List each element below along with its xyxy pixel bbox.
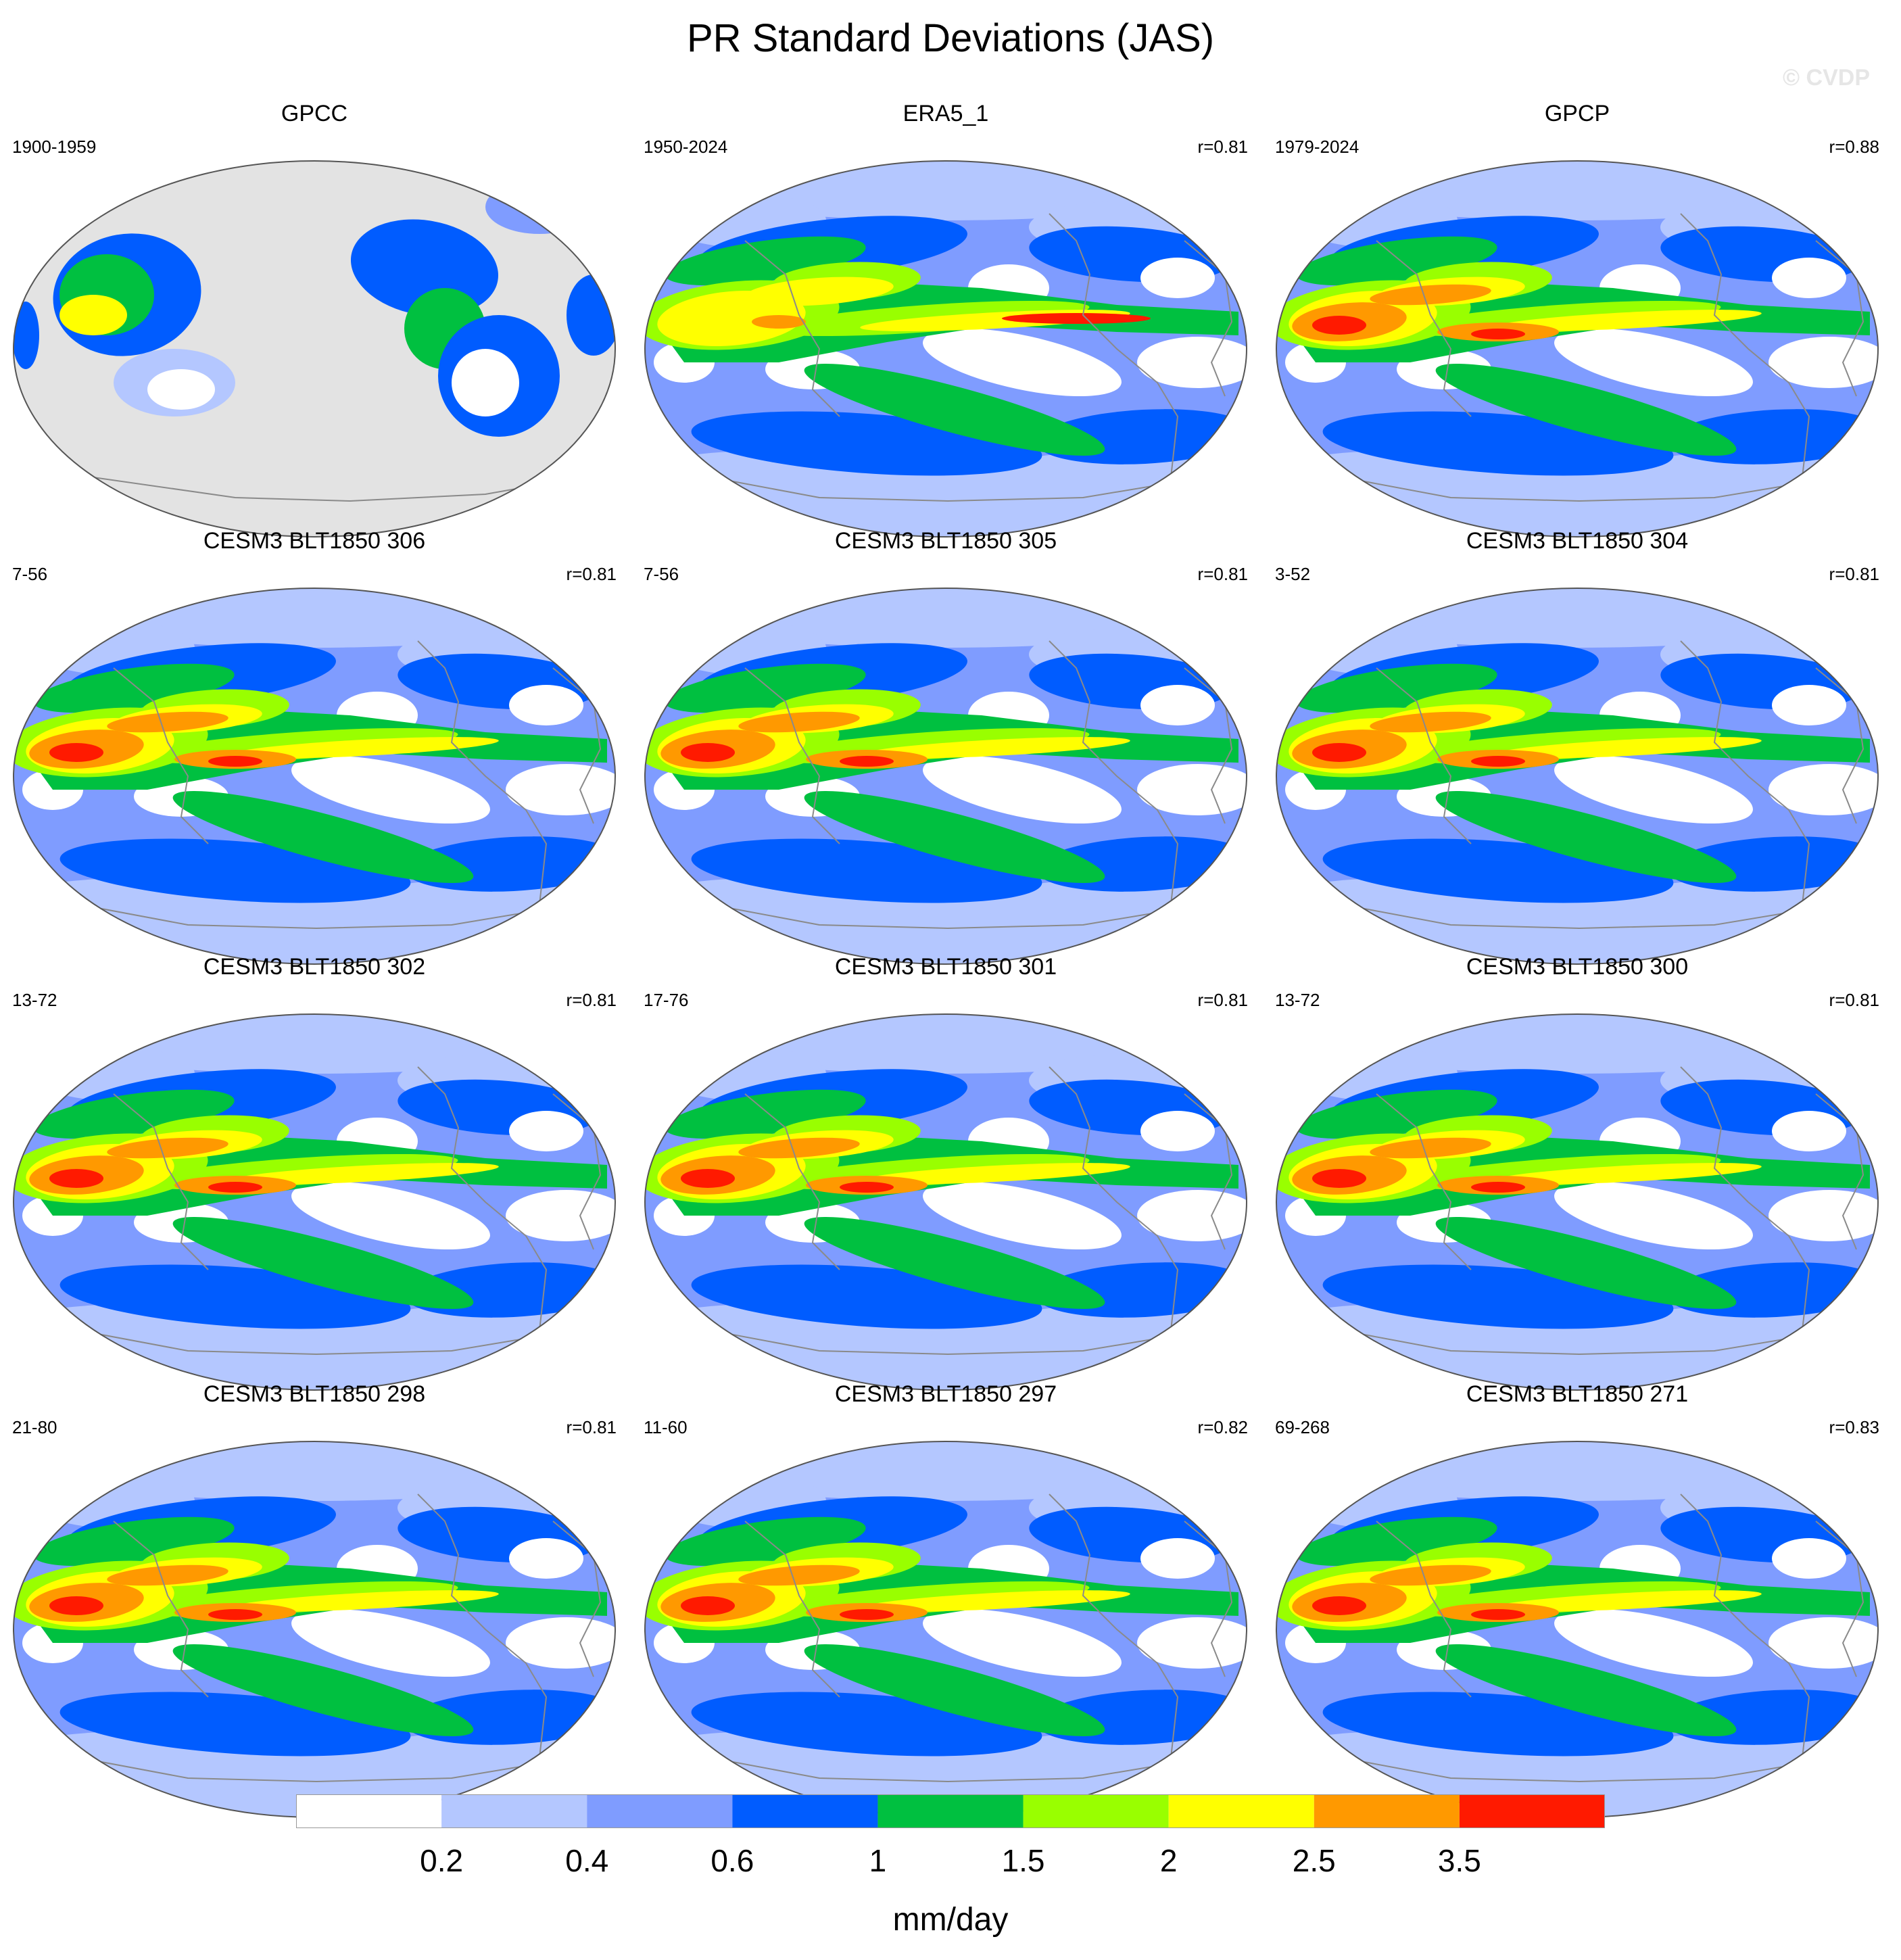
world-map (13, 1013, 616, 1391)
map-panel: CESM3 BLT1850 302 13-72 r=0.81 (0, 953, 629, 1391)
world-map (13, 160, 616, 537)
panel-correlation: r=0.81 (1197, 137, 1248, 157)
colorbar-tick-label: 0.6 (711, 1843, 754, 1878)
panel-correlation: r=0.81 (1829, 564, 1879, 584)
panel-title: GPCC (281, 101, 348, 126)
map-panel: CESM3 BLT1850 306 7-56 r=0.81 (0, 527, 629, 965)
panel-title: CESM3 BLT1850 271 (1466, 1381, 1689, 1407)
map-panel: CESM3 BLT1850 301 17-76 r=0.81 (631, 953, 1260, 1391)
map-panel: CESM3 BLT1850 300 13-72 r=0.81 (1263, 953, 1892, 1391)
figure-title: PR Standard Deviations (JAS) (686, 16, 1215, 60)
panel-correlation: r=0.81 (566, 990, 617, 1010)
colorbar-swatch (1023, 1794, 1169, 1828)
panel-years: 21-80 (12, 1417, 57, 1437)
panel-correlation: r=0.81 (1197, 564, 1248, 584)
colorbar-swatch (877, 1794, 1024, 1828)
panel-title: CESM3 BLT1850 300 (1466, 954, 1689, 980)
panel-years: 7-56 (644, 564, 679, 584)
panel-years: 11-60 (644, 1417, 688, 1437)
panel-correlation: r=0.88 (1829, 137, 1879, 157)
panel-years: 69-268 (1275, 1417, 1330, 1437)
panel-title: CESM3 BLT1850 297 (834, 1381, 1057, 1407)
world-map (644, 588, 1247, 965)
panel-years: 1979-2024 (1275, 137, 1359, 157)
panel-title: CESM3 BLT1850 298 (203, 1381, 426, 1407)
colorbar-swatch (441, 1794, 587, 1828)
colorbar-tick-label: 0.2 (420, 1843, 464, 1878)
panel-correlation: r=0.83 (1829, 1417, 1879, 1437)
panel-years: 3-52 (1275, 564, 1311, 584)
panel-correlation: r=0.81 (1197, 990, 1248, 1010)
panel-years: 13-72 (1275, 990, 1320, 1010)
world-map (644, 1441, 1247, 1818)
colorbar-swatch (1314, 1794, 1460, 1828)
cvdp-watermark: © CVDP (1783, 65, 1870, 91)
world-map (644, 160, 1247, 537)
map-panel: CESM3 BLT1850 297 11-60 r=0.82 (631, 1381, 1260, 1818)
panel-years: 1950-2024 (644, 137, 728, 157)
panel-correlation: r=0.81 (1829, 990, 1879, 1010)
panel-years: 13-72 (12, 990, 57, 1010)
panel-title: CESM3 BLT1850 305 (834, 528, 1057, 554)
colorbar-tick-label: 2 (1159, 1843, 1178, 1878)
colorbar-swatch (296, 1794, 442, 1828)
panel-title: CESM3 BLT1850 306 (203, 528, 426, 554)
colorbar-tick-label: 0.4 (565, 1843, 609, 1878)
map-panel: CESM3 BLT1850 305 7-56 r=0.81 (631, 527, 1260, 965)
panel-years: 7-56 (12, 564, 48, 584)
world-map (1276, 1013, 1879, 1391)
panel-years: 1900-1959 (12, 137, 97, 157)
world-map (644, 1013, 1247, 1391)
panel-title: CESM3 BLT1850 304 (1466, 528, 1689, 554)
colorbar-tick-label: 3.5 (1437, 1843, 1481, 1878)
map-panel: CESM3 BLT1850 304 3-52 r=0.81 (1263, 527, 1892, 965)
panel-correlation: r=0.81 (566, 1417, 617, 1437)
colorbar-tick-label: 1 (869, 1843, 887, 1878)
colorbar-swatch (732, 1794, 878, 1828)
panel-correlation: r=0.82 (1197, 1417, 1248, 1437)
colorbar-swatch (1168, 1794, 1314, 1828)
panel-title: GPCP (1544, 101, 1610, 126)
colorbar-tick-label: 2.5 (1292, 1843, 1336, 1878)
world-map (1276, 1441, 1879, 1818)
map-panel: ERA5_1 1950-2024 r=0.81 (631, 100, 1260, 537)
colorbar-tick-label: 1.5 (1001, 1843, 1045, 1878)
panel-title: CESM3 BLT1850 301 (834, 954, 1057, 980)
panel-years: 17-76 (644, 990, 689, 1010)
world-map (13, 588, 616, 965)
map-panel: GPCC 1900-1959 (0, 100, 629, 537)
colorbar-swatch (1459, 1794, 1605, 1828)
map-panel: CESM3 BLT1850 298 21-80 r=0.81 (0, 1381, 629, 1818)
colorbar (296, 1794, 1605, 1828)
map-panel: GPCP 1979-2024 r=0.88 (1263, 100, 1892, 537)
world-map (13, 1441, 616, 1818)
colorbar-swatch (587, 1794, 733, 1828)
panel-correlation: r=0.81 (566, 564, 617, 584)
colorbar-units: mm/day (892, 1902, 1009, 1938)
world-map (1276, 588, 1879, 965)
panel-title: ERA5_1 (903, 101, 989, 126)
world-map (1276, 160, 1879, 537)
panel-title: CESM3 BLT1850 302 (203, 954, 426, 980)
map-panel: CESM3 BLT1850 271 69-268 r=0.83 (1263, 1381, 1892, 1818)
